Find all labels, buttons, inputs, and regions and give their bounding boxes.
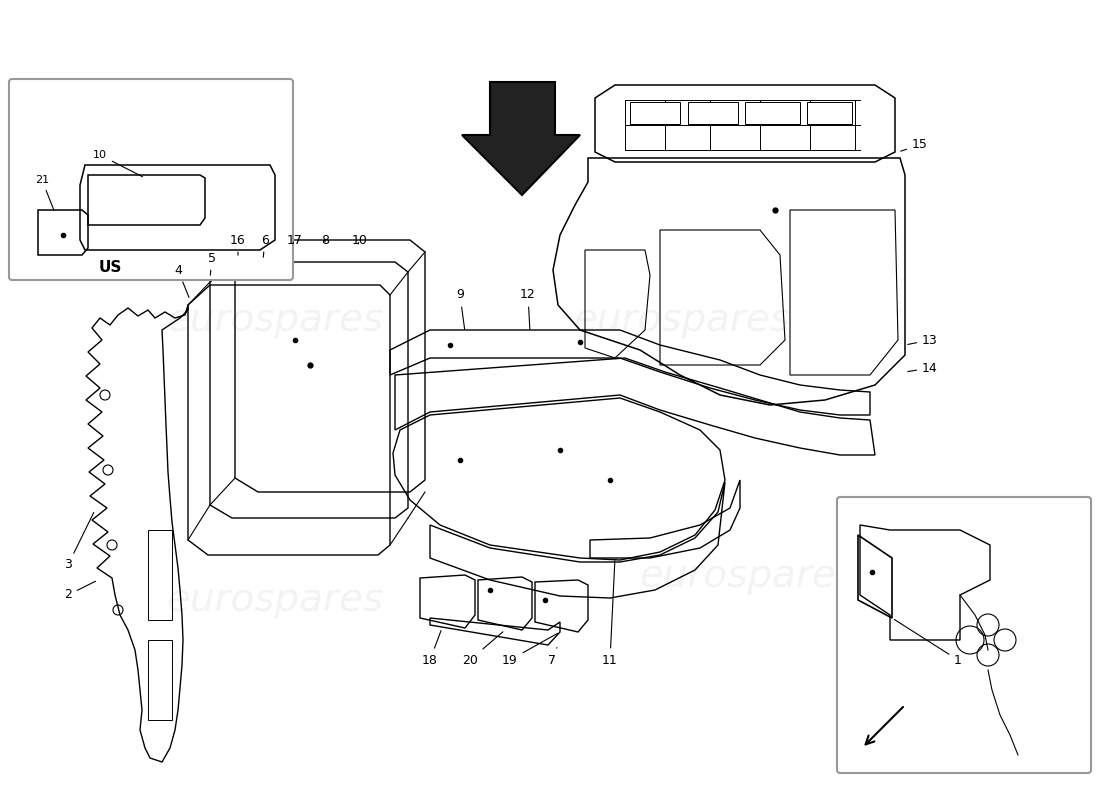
Text: 10: 10 bbox=[94, 150, 143, 177]
Text: 13: 13 bbox=[908, 334, 938, 346]
Text: 17: 17 bbox=[287, 234, 303, 246]
Text: 21: 21 bbox=[35, 175, 54, 210]
Text: 18: 18 bbox=[422, 630, 441, 666]
Text: 10: 10 bbox=[352, 234, 367, 246]
Text: US: US bbox=[98, 261, 122, 275]
Text: eurospares: eurospares bbox=[639, 557, 857, 595]
Text: 19: 19 bbox=[502, 634, 558, 666]
Text: 4: 4 bbox=[174, 263, 189, 298]
Text: 12: 12 bbox=[520, 289, 536, 330]
FancyBboxPatch shape bbox=[9, 79, 293, 280]
Text: 16: 16 bbox=[230, 234, 246, 255]
Text: eurospares: eurospares bbox=[573, 301, 791, 339]
Bar bbox=[745, 102, 800, 124]
Text: eurospares: eurospares bbox=[166, 581, 384, 619]
Text: 7: 7 bbox=[548, 647, 557, 666]
Bar bbox=[807, 102, 852, 124]
Text: 8: 8 bbox=[321, 234, 329, 246]
Text: 2: 2 bbox=[64, 582, 96, 602]
Text: 6: 6 bbox=[261, 234, 268, 258]
Bar bbox=[688, 102, 738, 124]
Text: 9: 9 bbox=[456, 289, 464, 330]
Text: 20: 20 bbox=[462, 632, 503, 666]
Text: 15: 15 bbox=[901, 138, 928, 151]
Polygon shape bbox=[462, 82, 580, 195]
Bar bbox=[630, 102, 680, 124]
Text: 1: 1 bbox=[894, 619, 961, 666]
Text: 3: 3 bbox=[64, 513, 94, 571]
FancyBboxPatch shape bbox=[837, 497, 1091, 773]
Text: 14: 14 bbox=[908, 362, 938, 374]
Text: eurospares: eurospares bbox=[166, 301, 384, 339]
Text: 11: 11 bbox=[602, 561, 618, 666]
Text: 5: 5 bbox=[208, 251, 216, 275]
